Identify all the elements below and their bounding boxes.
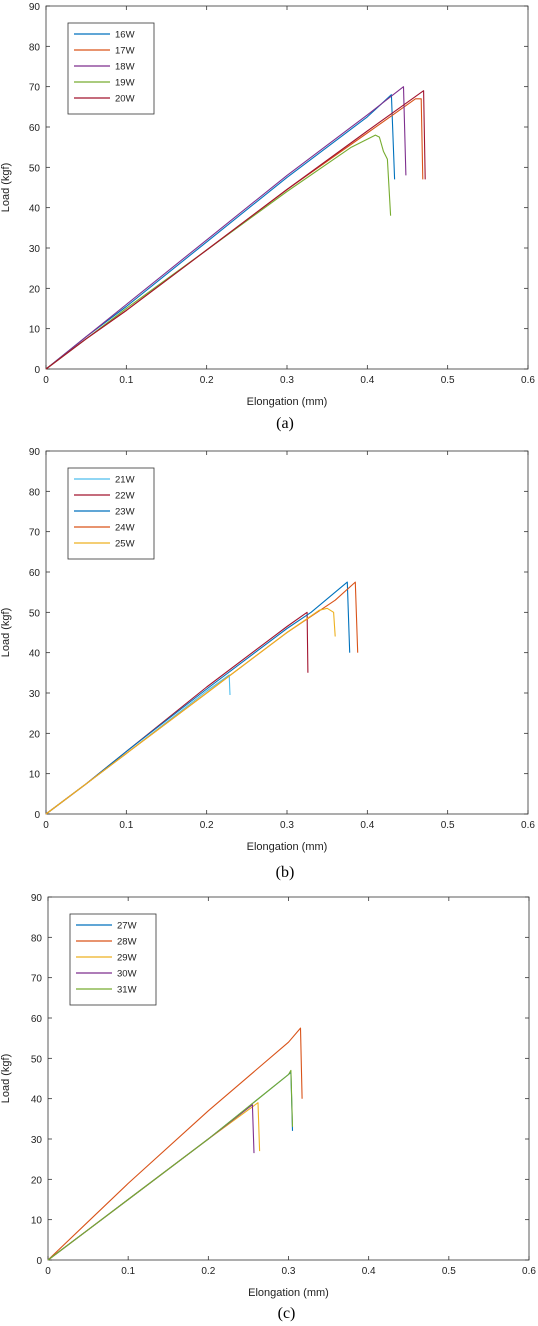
x-tick-label: 0.3 [280, 375, 294, 386]
y-tick-label: 40 [29, 204, 41, 215]
x-tick-label: 0.6 [521, 375, 535, 386]
y-tick-label: 20 [29, 284, 41, 295]
legend-label: 27W [117, 921, 137, 932]
y-tick-label: 60 [29, 568, 41, 579]
y-tick-label: 10 [29, 770, 41, 781]
x-axis-label: Elongation (mm) [247, 396, 328, 408]
y-tick-label: 90 [29, 447, 41, 458]
legend-box [67, 467, 155, 560]
series-line-31W [47, 1069, 294, 1261]
legend-label: 21W [115, 475, 135, 486]
legend-label: 31W [117, 985, 137, 996]
y-tick-label: 80 [29, 487, 41, 498]
y-tick-label: 0 [36, 1256, 42, 1267]
panel-caption: (c) [278, 1305, 296, 1322]
y-tick-label: 40 [29, 649, 41, 660]
x-axis-label: Elongation (mm) [247, 841, 328, 853]
y-tick-label: 90 [31, 893, 43, 904]
x-tick-label: 0.6 [522, 1266, 536, 1277]
x-tick-label: 0.1 [119, 375, 133, 386]
series-line-25W [45, 607, 336, 815]
series-line-19W [45, 134, 392, 370]
x-tick-label: 0.4 [360, 375, 374, 386]
y-tick-label: 30 [31, 1135, 43, 1146]
y-tick-label: 80 [31, 933, 43, 944]
y-tick-label: 0 [34, 810, 40, 821]
panel-caption: (b) [276, 864, 295, 881]
legend-label: 17W [115, 46, 135, 57]
x-tick-label: 0.1 [119, 820, 133, 831]
series-line-18W [45, 86, 407, 370]
x-tick-label: 0.5 [441, 375, 455, 386]
x-axis-label: Elongation (mm) [248, 1287, 329, 1299]
y-tick-label: 40 [31, 1095, 43, 1106]
y-tick-label: 80 [29, 42, 41, 53]
legend-label: 20W [115, 94, 135, 105]
y-tick-label: 10 [29, 325, 41, 336]
legend-label: 22W [115, 491, 135, 502]
legend-label: 28W [117, 937, 137, 948]
legend-label: 24W [115, 523, 135, 534]
y-tick-label: 30 [29, 689, 41, 700]
x-tick-label: 0.3 [282, 1266, 296, 1277]
y-tick-label: 50 [29, 608, 41, 619]
legend-box [69, 913, 157, 1006]
legend: 16W 17W 18W 19W 20W [67, 22, 155, 115]
x-tick-label: 0.2 [200, 375, 214, 386]
legend: 27W 28W 29W 30W 31W [69, 913, 157, 1006]
legend-label: 19W [115, 78, 135, 89]
x-tick-label: 0.5 [442, 1266, 456, 1277]
chart-panel: 0 0.1 0.2 0.3 0.4 0.5 0.6 0 10 20 30 40 50 60 70 80 90 El… [0, 2, 535, 432]
legend-label: 29W [117, 953, 137, 964]
y-tick-label: 10 [31, 1216, 43, 1227]
x-tick-label: 0.2 [200, 820, 214, 831]
y-tick-label: 70 [29, 83, 41, 94]
y-tick-label: 20 [31, 1175, 43, 1186]
y-axis-label: Load (kgf) [0, 1054, 12, 1104]
legend-label: 25W [115, 539, 135, 550]
y-tick-label: 20 [29, 729, 41, 740]
y-tick-label: 70 [31, 974, 43, 985]
series-line-20W [45, 90, 426, 370]
legend-box [67, 22, 155, 115]
x-tick-label: 0.6 [521, 820, 535, 831]
y-tick-label: 50 [29, 163, 41, 174]
y-tick-label: 50 [31, 1054, 43, 1065]
x-tick-label: 0 [43, 375, 49, 386]
y-tick-label: 60 [29, 123, 41, 134]
y-tick-label: 0 [34, 365, 40, 376]
y-tick-label: 30 [29, 244, 41, 255]
legend: 21W 22W 23W 24W 25W [67, 467, 155, 560]
x-tick-label: 0 [45, 1266, 51, 1277]
chart-panel: 0 0.1 0.2 0.3 0.4 0.5 0.6 0 10 20 30 40 50 60 70 80 90 El… [0, 447, 535, 881]
x-tick-label: 0 [43, 820, 49, 831]
x-tick-label: 0.4 [362, 1266, 376, 1277]
legend-label: 18W [115, 62, 135, 73]
y-tick-label: 90 [29, 2, 41, 13]
x-tick-label: 0.2 [201, 1266, 215, 1277]
y-axis-label: Load (kgf) [0, 163, 12, 213]
x-tick-label: 0.1 [121, 1266, 135, 1277]
x-tick-label: 0.3 [280, 820, 294, 831]
x-tick-label: 0.5 [441, 820, 455, 831]
panel-caption: (a) [276, 415, 294, 432]
legend-label: 16W [115, 30, 135, 41]
x-tick-label: 0.4 [360, 820, 374, 831]
y-tick-label: 70 [29, 528, 41, 539]
legend-label: 30W [117, 969, 137, 980]
chart-panel: 0 0.1 0.2 0.3 0.4 0.5 0.6 0 10 20 30 40 50 60 70 80 90 El… [0, 893, 536, 1322]
y-tick-label: 60 [31, 1014, 43, 1025]
y-axis-label: Load (kgf) [0, 608, 12, 658]
legend-label: 23W [115, 507, 135, 518]
series-line-28W [47, 1027, 303, 1261]
